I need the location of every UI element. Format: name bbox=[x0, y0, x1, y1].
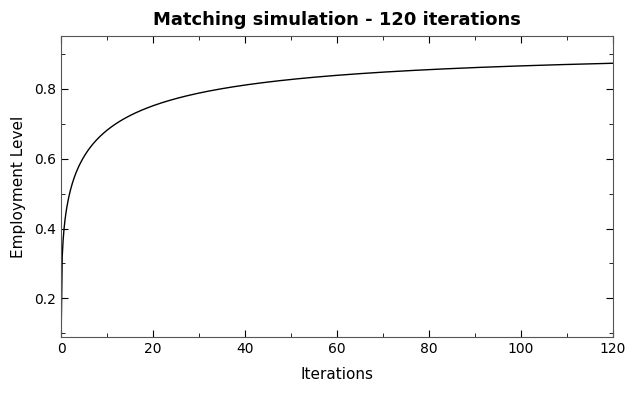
Y-axis label: Employment Level: Employment Level bbox=[11, 116, 26, 258]
Title: Matching simulation - 120 iterations: Matching simulation - 120 iterations bbox=[153, 11, 521, 29]
X-axis label: Iterations: Iterations bbox=[301, 367, 373, 382]
